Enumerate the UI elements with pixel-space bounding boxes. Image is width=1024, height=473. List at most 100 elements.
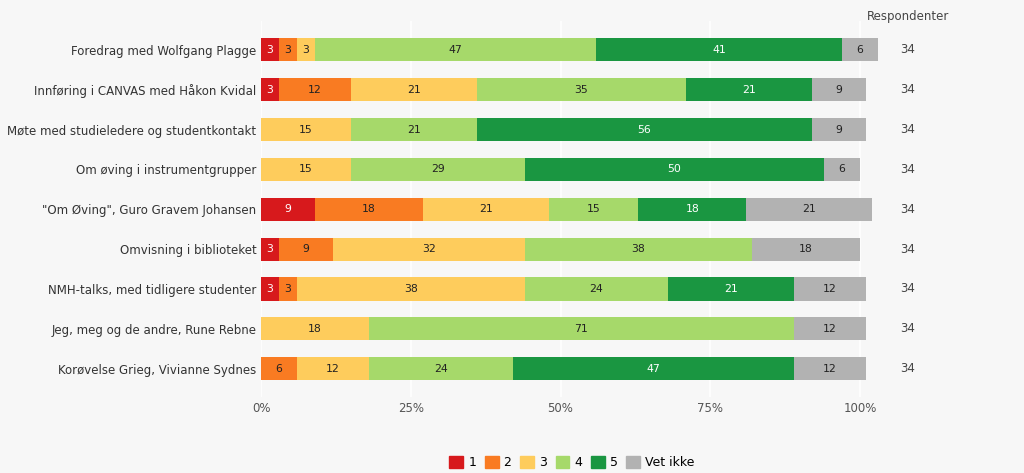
Text: 15: 15	[299, 124, 313, 135]
Text: 18: 18	[308, 324, 322, 334]
Bar	[524, 158, 824, 181]
Text: 15: 15	[299, 165, 313, 175]
Text: 41: 41	[713, 45, 726, 55]
Text: 34: 34	[900, 203, 915, 216]
Text: 34: 34	[900, 243, 915, 255]
Text: 47: 47	[449, 45, 463, 55]
Bar	[261, 78, 280, 101]
Text: 12: 12	[823, 364, 837, 374]
Text: 3: 3	[302, 45, 309, 55]
Bar	[746, 198, 871, 221]
Text: 34: 34	[900, 322, 915, 335]
Bar	[686, 78, 812, 101]
Bar	[315, 38, 596, 61]
Bar	[794, 317, 866, 341]
Bar	[596, 38, 842, 61]
Legend: 1, 2, 3, 4, 5, Vet ikke: 1, 2, 3, 4, 5, Vet ikke	[450, 456, 694, 469]
Bar	[261, 237, 280, 261]
Text: 6: 6	[275, 364, 283, 374]
Bar	[794, 357, 866, 380]
Text: 3: 3	[266, 284, 273, 294]
Text: 34: 34	[900, 163, 915, 176]
Text: 15: 15	[587, 204, 600, 214]
Bar	[824, 158, 860, 181]
Text: 6: 6	[856, 45, 863, 55]
Text: 21: 21	[724, 284, 738, 294]
Bar	[423, 198, 549, 221]
Bar	[794, 278, 866, 300]
Text: 12: 12	[823, 324, 837, 334]
Bar	[524, 237, 752, 261]
Text: 9: 9	[285, 204, 292, 214]
Text: 29: 29	[431, 165, 444, 175]
Bar	[369, 357, 513, 380]
Text: 12: 12	[823, 284, 837, 294]
Bar	[513, 357, 794, 380]
Text: 21: 21	[802, 204, 816, 214]
Bar	[752, 237, 860, 261]
Text: 38: 38	[403, 284, 418, 294]
Text: 6: 6	[839, 165, 846, 175]
Bar	[297, 278, 524, 300]
Text: 9: 9	[836, 124, 843, 135]
Text: 34: 34	[900, 282, 915, 296]
Text: 21: 21	[407, 124, 421, 135]
Text: 21: 21	[479, 204, 493, 214]
Bar	[261, 198, 315, 221]
Text: 3: 3	[266, 45, 273, 55]
Text: 3: 3	[266, 244, 273, 254]
Bar	[549, 198, 638, 221]
Text: 12: 12	[326, 364, 340, 374]
Bar	[280, 278, 297, 300]
Text: 38: 38	[632, 244, 645, 254]
Text: 3: 3	[285, 45, 292, 55]
Bar	[351, 118, 477, 141]
Bar	[261, 317, 369, 341]
Bar	[261, 357, 297, 380]
Text: 12: 12	[308, 85, 322, 95]
Text: 34: 34	[900, 83, 915, 96]
Text: 71: 71	[574, 324, 589, 334]
Bar	[524, 278, 669, 300]
Bar	[261, 158, 351, 181]
Text: 18: 18	[799, 244, 813, 254]
Bar	[842, 38, 878, 61]
Bar	[351, 158, 524, 181]
Bar	[280, 237, 333, 261]
Text: 47: 47	[646, 364, 660, 374]
Bar	[369, 317, 794, 341]
Text: 50: 50	[668, 165, 681, 175]
Bar	[351, 78, 477, 101]
Text: 9: 9	[302, 244, 309, 254]
Text: 32: 32	[422, 244, 435, 254]
Bar	[261, 118, 351, 141]
Bar	[297, 38, 315, 61]
Bar	[280, 38, 297, 61]
Bar	[638, 198, 746, 221]
Bar	[477, 118, 812, 141]
Bar	[477, 78, 686, 101]
Text: 34: 34	[900, 123, 915, 136]
Text: 24: 24	[590, 284, 603, 294]
Text: 9: 9	[836, 85, 843, 95]
Text: 3: 3	[266, 85, 273, 95]
Text: 34: 34	[900, 362, 915, 375]
Bar	[333, 237, 524, 261]
Text: 56: 56	[638, 124, 651, 135]
Text: 18: 18	[685, 204, 699, 214]
Bar	[297, 357, 369, 380]
Text: 35: 35	[574, 85, 589, 95]
Text: 21: 21	[407, 85, 421, 95]
Bar	[315, 198, 423, 221]
Text: Respondenter: Respondenter	[866, 9, 949, 23]
Bar	[669, 278, 794, 300]
Text: 21: 21	[742, 85, 756, 95]
Text: 18: 18	[362, 204, 376, 214]
Text: 34: 34	[900, 44, 915, 56]
Bar	[280, 78, 351, 101]
Bar	[812, 118, 866, 141]
Bar	[261, 38, 280, 61]
Bar	[812, 78, 866, 101]
Text: 3: 3	[285, 284, 292, 294]
Bar	[261, 278, 280, 300]
